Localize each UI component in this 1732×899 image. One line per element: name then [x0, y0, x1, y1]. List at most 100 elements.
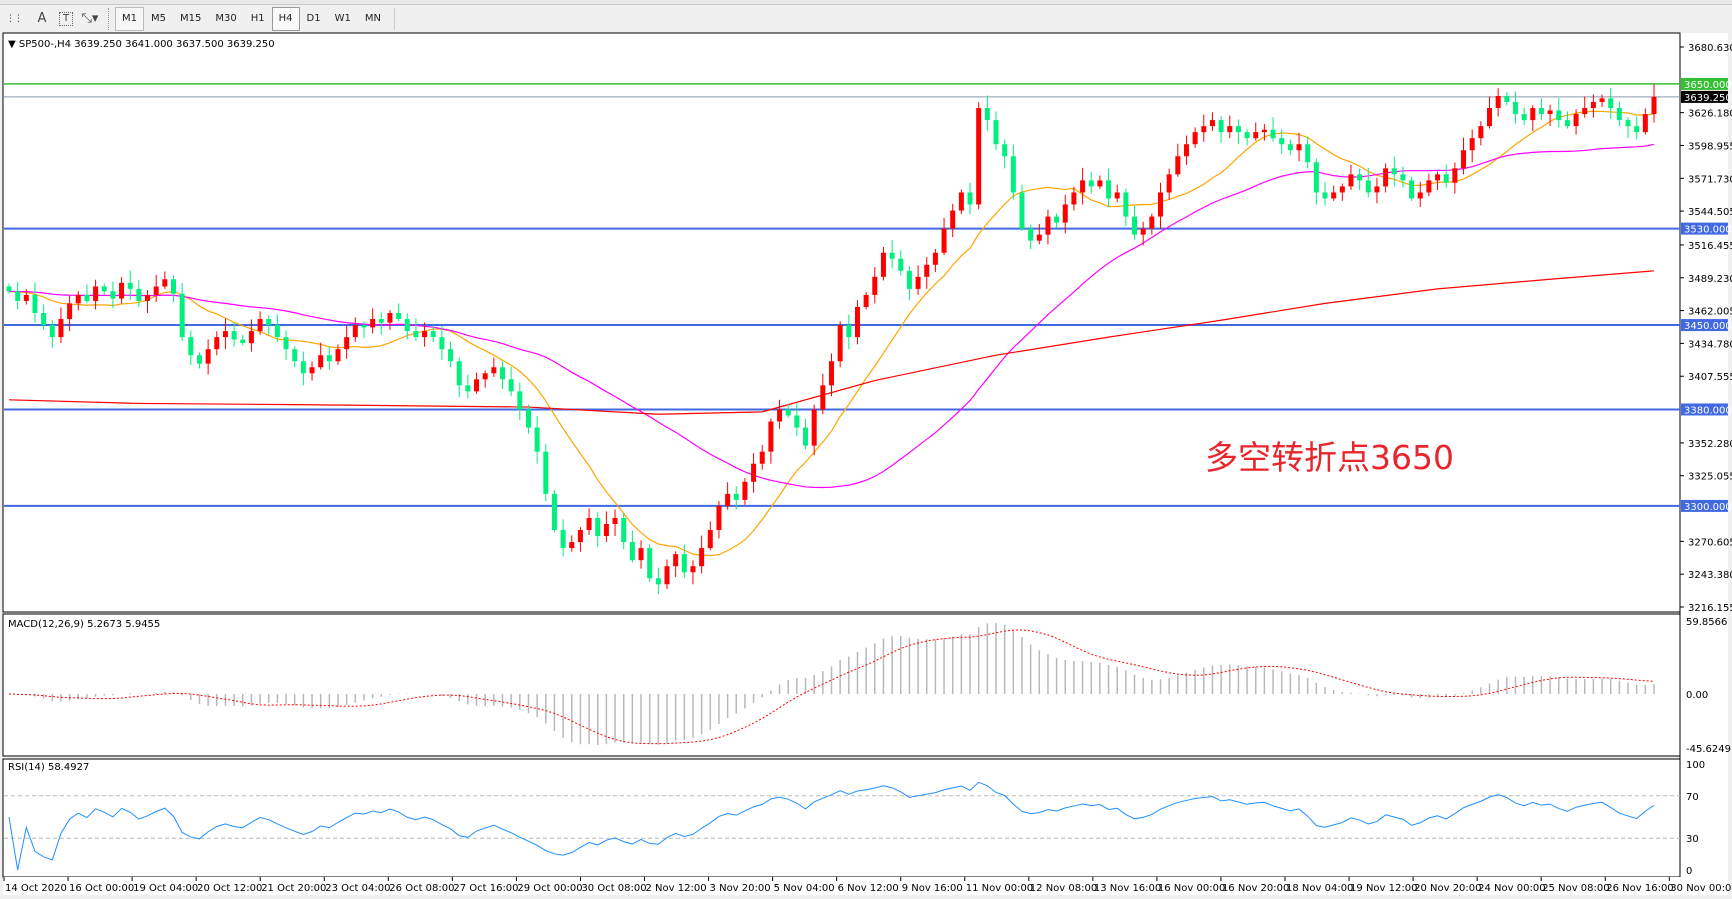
candle-bearish	[595, 517, 601, 537]
candle-bullish	[837, 325, 843, 362]
candle-bullish	[1383, 168, 1389, 187]
y-tick-label: 3407.555	[1688, 372, 1732, 383]
chart-header: ▼ SP500-,H4 3639.250 3641.000 3637.500 3…	[8, 39, 275, 50]
candle-bullish	[153, 286, 159, 295]
candle-bullish	[716, 505, 722, 531]
candle-bullish	[1348, 174, 1354, 187]
timeframe-group: M1 M5 M15 M30 H1 H4 D1 W1 MN	[115, 6, 388, 31]
timeframe-h1[interactable]: H1	[250, 12, 265, 24]
candle-bearish	[413, 331, 419, 338]
candle-bullish	[352, 325, 358, 338]
candle-bullish	[1461, 150, 1467, 169]
candle-bullish	[222, 331, 228, 338]
candle-bullish	[1045, 216, 1051, 235]
candle-bearish	[621, 517, 627, 543]
candle-bearish	[794, 415, 800, 428]
candle-bullish	[214, 337, 220, 350]
timeframe-h4[interactable]: H4	[271, 6, 300, 31]
candle-bearish	[1409, 180, 1415, 199]
candle-bearish	[655, 578, 661, 585]
candle-bullish	[474, 379, 480, 392]
timeframe-d1[interactable]: D1	[306, 12, 321, 24]
candle-bullish	[1149, 216, 1155, 229]
y-tick-label: 3680.630	[1688, 43, 1732, 54]
timeframe-m30[interactable]: M30	[215, 12, 237, 24]
candle-bearish	[898, 258, 904, 271]
rsi-panel[interactable]	[2, 758, 1681, 878]
candle-bullish	[1183, 144, 1189, 157]
timeframe-m1[interactable]: M1	[115, 6, 144, 31]
timeframe-w1[interactable]: W1	[334, 12, 351, 24]
candle-bullish	[811, 409, 817, 446]
candle-bearish	[378, 319, 384, 323]
candle-bullish	[1097, 180, 1103, 187]
x-tick-label: 2 Nov 12:00	[646, 883, 707, 894]
x-tick-label: 23 Oct 04:00	[325, 883, 390, 894]
candle-bearish	[1218, 120, 1224, 133]
candle-bullish	[1547, 110, 1553, 115]
x-tick-label: 30 Oct 08:00	[581, 883, 646, 894]
candle-bearish	[1504, 95, 1510, 103]
x-tick-label: 12 Nov 08:00	[1030, 883, 1097, 894]
timeframe-mn[interactable]: MN	[364, 12, 381, 24]
candle-bullish	[1469, 138, 1475, 151]
candle-bearish	[967, 192, 973, 205]
candle-bearish	[1132, 216, 1138, 235]
main-price-panel[interactable]	[2, 32, 1681, 613]
x-tick-label: 18 Nov 04:00	[1286, 883, 1353, 894]
candle-bullish	[1080, 180, 1086, 193]
candle-bearish	[84, 294, 90, 301]
grid-font-icon[interactable]: ⋮⋮	[6, 13, 23, 24]
candle-bullish	[1426, 180, 1432, 193]
candle-bearish	[1313, 162, 1319, 193]
candle-bullish	[854, 306, 860, 338]
level-price-label: 3650.000	[1684, 80, 1732, 91]
rsi-y-label: 30	[1686, 834, 1699, 845]
arrows-icon[interactable]: ⤡▾	[81, 11, 99, 26]
x-tick-label: 19 Oct 04:00	[133, 883, 198, 894]
candle-bullish	[673, 554, 679, 567]
current-price-label: 3639.250	[1684, 93, 1732, 104]
x-tick-label: 6 Nov 12:00	[838, 883, 899, 894]
y-tick-label: 3571.730	[1688, 174, 1732, 185]
candle-bearish	[1400, 174, 1406, 181]
candle-bullish	[58, 319, 64, 338]
candle-bullish	[577, 530, 583, 543]
y-tick-label: 3598.955	[1688, 141, 1732, 152]
candle-bullish	[1253, 132, 1259, 139]
collapse-triangle-icon[interactable]: ▼	[8, 39, 19, 50]
level-price-badge	[1681, 499, 1728, 512]
timeframe-m15[interactable]: M15	[180, 12, 202, 24]
text-a-icon[interactable]: A	[37, 11, 47, 26]
candle-bearish	[906, 270, 912, 289]
candle-bullish	[924, 264, 930, 277]
macd-panel[interactable]	[2, 613, 1681, 757]
candle-bullish	[880, 252, 886, 277]
candle-bearish	[534, 427, 540, 452]
candle-bearish	[283, 337, 289, 350]
candle-bearish	[240, 339, 246, 344]
candle-bullish	[1495, 95, 1501, 109]
candle-bullish	[742, 481, 748, 500]
level-price-label: 3450.000	[1684, 321, 1732, 332]
timeframe-m5[interactable]: M5	[151, 12, 166, 24]
candle-bearish	[889, 252, 895, 259]
candle-bearish	[448, 349, 454, 362]
candle-bearish	[41, 313, 47, 326]
candle-bearish	[110, 291, 116, 299]
x-tick-label: 11 Nov 00:00	[966, 883, 1033, 894]
candle-bearish	[1608, 98, 1614, 109]
candle-bullish	[248, 331, 254, 344]
candle-bullish	[162, 279, 168, 287]
candle-bullish	[1331, 192, 1337, 199]
y-tick-label: 3489.230	[1688, 274, 1732, 285]
candle-bullish	[976, 108, 982, 205]
y-tick-label: 3216.155	[1688, 603, 1732, 614]
candle-bearish	[1287, 144, 1293, 151]
text-label-icon[interactable]: T	[59, 11, 73, 26]
candle-bullish	[1374, 186, 1380, 193]
candle-bullish	[1114, 192, 1120, 199]
y-tick-label: 3270.605	[1688, 537, 1732, 548]
level-price-label: 3300.000	[1684, 502, 1732, 513]
